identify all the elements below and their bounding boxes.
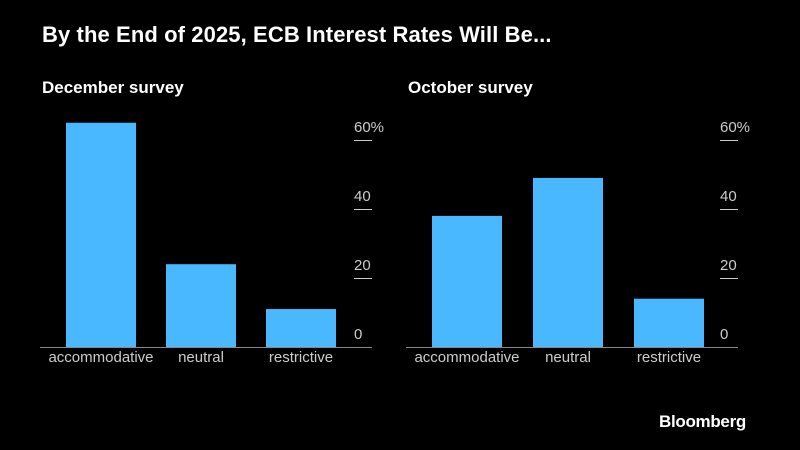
panel-title-october: October survey <box>408 78 533 97</box>
y-tick-label: 20 <box>720 257 737 274</box>
y-tick-label: 60% <box>720 119 750 136</box>
bar-restrictive <box>634 298 704 347</box>
bar-neutral <box>166 264 236 347</box>
bar-accommodative <box>66 122 136 347</box>
y-tick-label: 60% <box>354 119 384 136</box>
y-tick-label: 20 <box>354 257 371 274</box>
x-tick-label: neutral <box>178 349 224 366</box>
bar-restrictive <box>266 309 336 347</box>
x-tick-label: restrictive <box>637 349 701 366</box>
x-tick-label: accommodative <box>414 349 519 366</box>
x-tick-label: neutral <box>545 349 591 366</box>
bloomberg-logo: Bloomberg <box>658 412 746 431</box>
page-title: By the End of 2025, ECB Interest Rates W… <box>42 22 552 47</box>
panel-title-december: December survey <box>42 78 184 97</box>
y-tick-label: 0 <box>720 326 728 343</box>
bar-neutral <box>533 177 603 347</box>
december-chart: accommodative neutral restrictive 0 20 40 60% <box>40 119 384 366</box>
october-chart: accommodative neutral restrictive 0 20 40 60% <box>406 119 750 366</box>
y-tick-label: 40 <box>354 188 371 205</box>
bar-accommodative <box>432 215 502 347</box>
y-tick-label: 40 <box>720 188 737 205</box>
x-tick-label: restrictive <box>269 349 333 366</box>
x-tick-label: accommodative <box>48 349 153 366</box>
y-tick-label: 0 <box>354 326 362 343</box>
